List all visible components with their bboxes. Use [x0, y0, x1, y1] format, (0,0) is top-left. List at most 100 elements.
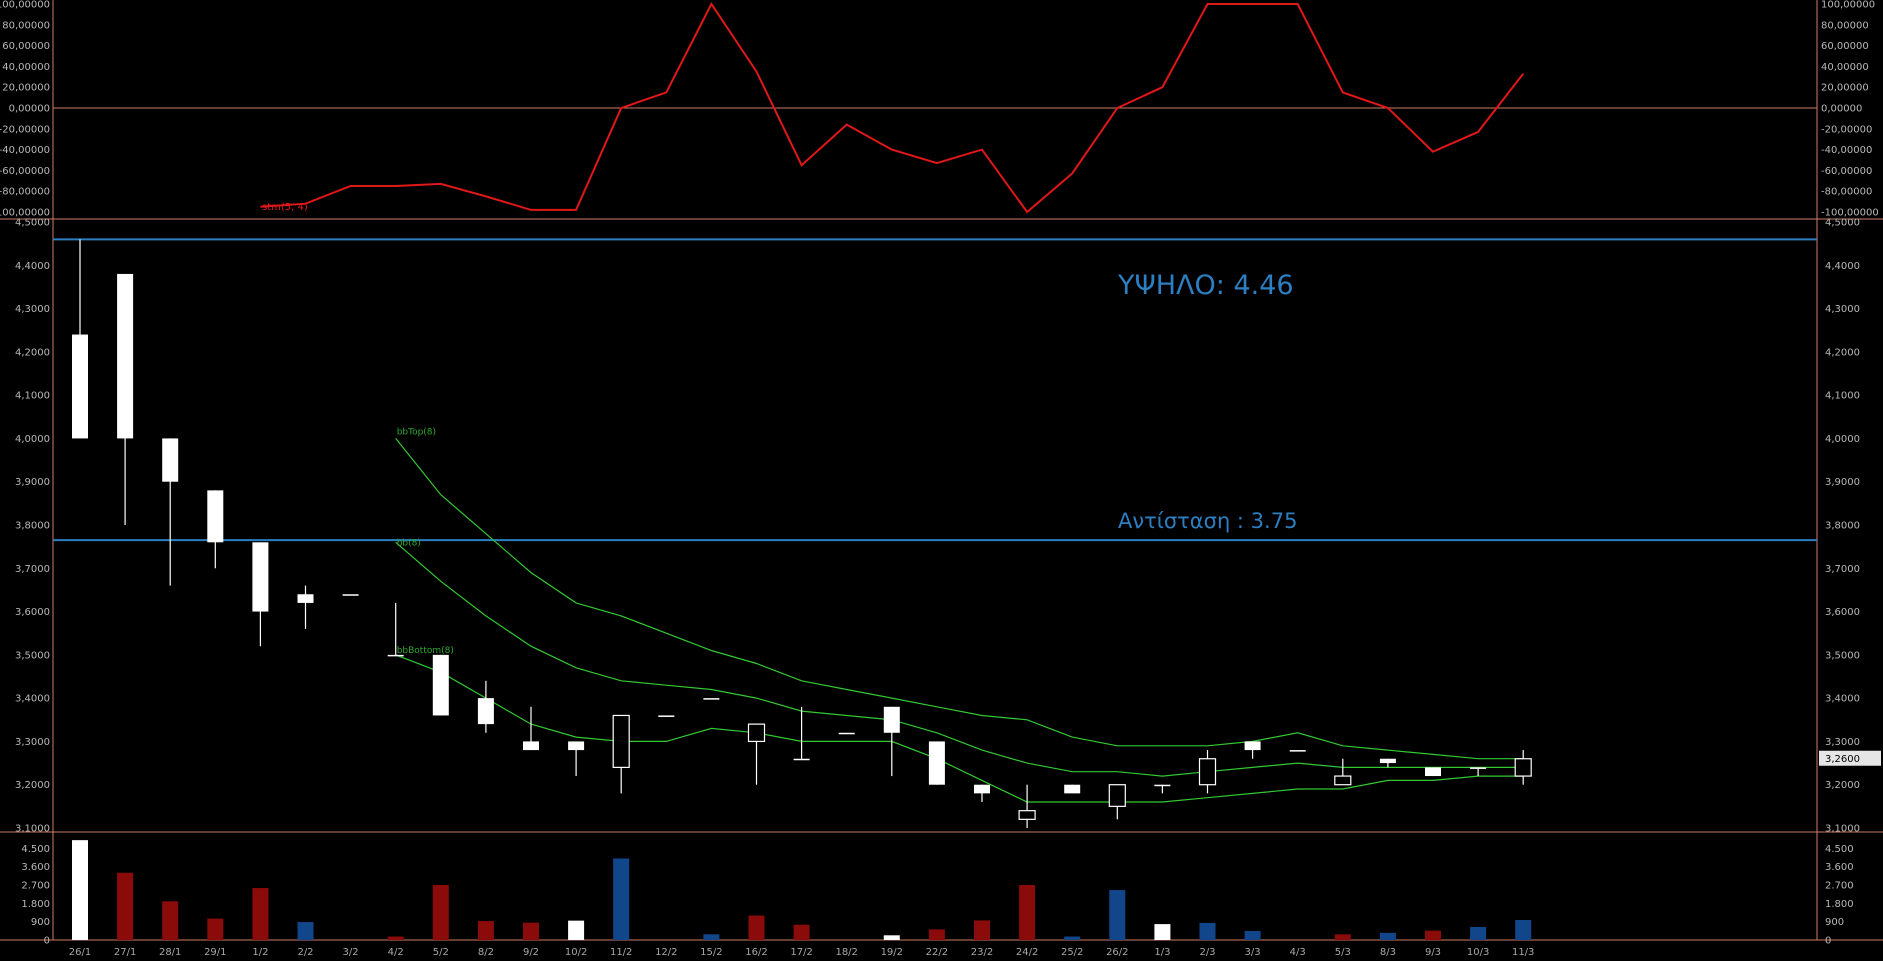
osc-tick-label-left: 40,00000	[2, 62, 50, 73]
volume-tick-label-right: 4.500	[1825, 844, 1854, 855]
volume-bar	[117, 872, 134, 940]
osc-tick-label-right: -40,00000	[1821, 145, 1872, 156]
date-tick-label: 4/3	[1290, 947, 1306, 958]
osc-tick-label-left: 0,00000	[9, 104, 50, 115]
price-tick-label-left: 3,2000	[15, 780, 50, 791]
date-tick-label: 11/2	[610, 947, 632, 958]
candle-body	[297, 594, 314, 603]
date-axis: 26/1 27/1 28/1 29/1 1/2 2/2 3/2 4/2 5/2 8/2 9/2 10/…	[69, 947, 1535, 958]
date-tick-label: 12/2	[655, 947, 677, 958]
candle-body	[1198, 758, 1217, 786]
candle-body	[1108, 784, 1126, 807]
osc-tick-label-right: 0,00000	[1821, 104, 1862, 115]
date-tick-label: 5/2	[433, 947, 449, 958]
volume-tick-label-right: 2.700	[1825, 880, 1854, 891]
osc-tick-label-right: 60,00000	[1821, 41, 1869, 52]
candle-body	[117, 273, 134, 439]
price-tick-label-left: 4,2000	[15, 347, 50, 358]
volume-bar	[928, 929, 945, 940]
date-tick-label: 29/1	[204, 947, 226, 958]
date-tick-label: 5/3	[1335, 947, 1351, 958]
date-tick-label: 26/2	[1106, 947, 1128, 958]
volume-bar	[883, 935, 900, 940]
date-tick-label: 26/1	[69, 947, 91, 958]
price-tick-label-right: 4,4000	[1825, 261, 1860, 272]
candle-body	[1289, 750, 1306, 752]
osc-tick-label-right: 20,00000	[1821, 83, 1869, 94]
date-tick-label: 22/2	[926, 947, 948, 958]
date-tick-label: 18/2	[835, 947, 857, 958]
date-tick-label: 3/3	[1245, 947, 1261, 958]
volume-tick-label-right: 900	[1825, 917, 1844, 928]
candle-body	[612, 714, 630, 769]
volume-bar	[1470, 926, 1487, 940]
price-tick-label-right: 4,2000	[1825, 347, 1860, 358]
bollinger-mid-line	[395, 541, 1524, 777]
volume-bar	[432, 884, 449, 940]
bollinger-top-label: bbTop(8)	[397, 427, 436, 437]
volume-panel: 4.500 4.500 3.600 3.600 2.700 2.700 1.800 1.800…	[21, 840, 1854, 947]
volume-tick-label-left: 3.600	[21, 862, 50, 873]
price-tick-label-right: 3,4000	[1825, 694, 1860, 705]
candle-body	[1334, 775, 1352, 786]
oscillator-panel: 100,00000 100,00000 80,00000 80,00000 60,000…	[0, 0, 1879, 219]
price-tick-label-right: 3,6000	[1825, 607, 1860, 618]
price-tick-label-right: 4,0000	[1825, 434, 1860, 445]
osc-tick-label-right: 100,00000	[1821, 0, 1875, 11]
volume-bar	[1515, 920, 1532, 940]
candle-body	[1018, 810, 1036, 820]
volume-bar	[613, 858, 630, 940]
price-panel: 4,5000 4,5000 4,4000 4,4000 4,3000 4,3000 4,20…	[0, 0, 1883, 941]
osc-label: stm(5, 4)	[262, 202, 308, 213]
price-tick-label-right: 3,8000	[1825, 521, 1860, 532]
price-tick-label-right: 4,5000	[1825, 218, 1860, 229]
last-price-tag	[1819, 750, 1881, 766]
price-tick-label-left: 4,0000	[15, 434, 50, 445]
osc-line	[260, 2, 1524, 214]
price-tick-label-right: 4,3000	[1825, 304, 1860, 315]
date-tick-label: 17/2	[790, 947, 812, 958]
volume-tick-label-left: 1.800	[21, 899, 50, 910]
bollinger-mid-label: bb(8)	[397, 538, 421, 548]
date-tick-label: 24/2	[1016, 947, 1038, 958]
price-tick-label-right: 3,9000	[1825, 477, 1860, 488]
candle-body	[477, 698, 494, 725]
price-tick-label-left: 3,5000	[15, 650, 50, 661]
volume-bar	[793, 924, 810, 940]
date-tick-label: 8/3	[1380, 947, 1396, 958]
osc-tick-label-right: -100,00000	[1821, 208, 1879, 219]
price-tick-label-left: 4,4000	[15, 261, 50, 272]
volume-bar	[1199, 922, 1216, 940]
price-tick-label-right: 3,1000	[1825, 824, 1860, 835]
candle-body	[1470, 767, 1487, 769]
bollinger-top-line	[395, 438, 1524, 760]
date-tick-label: 3/2	[343, 947, 359, 958]
price-tick-label-right: 4,1000	[1825, 391, 1860, 402]
volume-bar	[387, 936, 404, 940]
candle-body	[207, 490, 224, 543]
bollinger-bottom-line	[395, 654, 1524, 803]
candle-body	[747, 723, 766, 743]
volume-bar	[297, 922, 314, 940]
date-tick-label: 1/3	[1154, 947, 1170, 958]
volume-bar	[1019, 884, 1036, 940]
candle-body	[252, 542, 269, 612]
candle-body	[1514, 758, 1532, 777]
price-tick-label-left: 3,9000	[15, 477, 50, 488]
candle-body	[523, 741, 539, 751]
candle-body	[928, 741, 945, 785]
bollinger-bottom-label: bbBottom(8)	[397, 646, 454, 656]
volume-tick-label-right: 3.600	[1825, 862, 1854, 873]
high-label: ΥΨΗΛΟ: 4.46	[1117, 270, 1294, 301]
date-tick-label: 11/3	[1512, 947, 1534, 958]
osc-tick-label-left: 20,00000	[2, 83, 50, 94]
volume-tick-label-right: 1.800	[1825, 899, 1854, 910]
volume-bar	[1425, 930, 1441, 940]
volume-bar	[1379, 932, 1396, 940]
date-tick-label: 19/2	[881, 947, 903, 958]
candle-body	[432, 654, 449, 716]
candle-body	[838, 732, 855, 735]
price-tick-label-left: 4,3000	[15, 304, 50, 315]
volume-bar	[1154, 924, 1171, 940]
volume-bar	[72, 840, 88, 940]
